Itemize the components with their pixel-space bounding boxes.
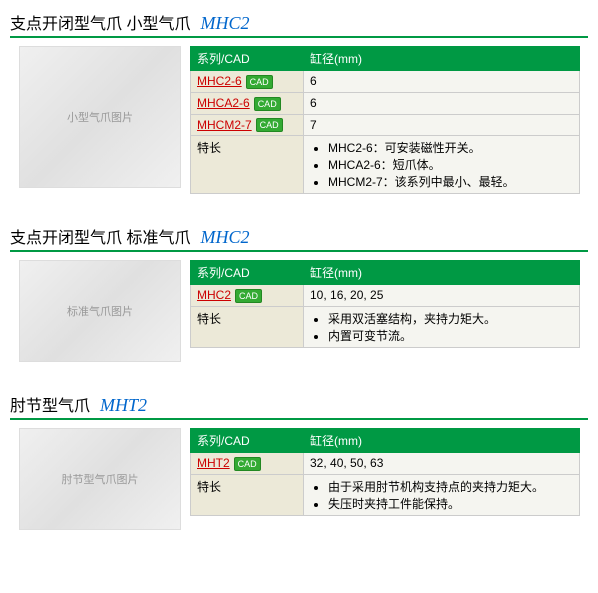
feature-item: 失压时夹持工件能保持。: [328, 495, 573, 512]
bore-cell: 32, 40, 50, 63: [304, 453, 580, 475]
table-row: MHC2-6 CAD 6: [191, 71, 580, 93]
feature-item: 由于采用肘节机构支持点的夹持力矩大。: [328, 478, 573, 495]
table-header-row: 系列/CAD缸径(mm): [191, 261, 580, 285]
series-cell: MHC2-6 CAD: [191, 71, 304, 93]
cad-badge[interactable]: CAD: [246, 75, 273, 89]
series-cell: MHCM2-7 CAD: [191, 114, 304, 136]
section-title-main: 支点开闭型气爪 标准气爪: [10, 230, 190, 247]
bore-cell: 6: [304, 92, 580, 114]
section-title-code: MHT2: [100, 395, 147, 415]
series-link[interactable]: MHC2-6: [197, 74, 242, 88]
feature-cell: 采用双活塞结构，夹持力矩大。内置可变节流。: [304, 307, 580, 348]
bore-cell: 6: [304, 71, 580, 93]
table-header-series: 系列/CAD: [191, 429, 304, 453]
cad-badge[interactable]: CAD: [235, 289, 262, 303]
section-body: 标准气爪图片系列/CAD缸径(mm) MHC2 CAD 10, 16, 20, 25特…: [10, 260, 588, 362]
product-section: 支点开闭型气爪 小型气爪MHC2小型气爪图片系列/CAD缸径(mm)MHC2-6…: [10, 10, 588, 194]
section-body: 肘节型气爪图片系列/CAD缸径(mm) MHT2 CAD 32, 40, 50, 63…: [10, 428, 588, 530]
spec-table: 系列/CAD缸径(mm)MHT2CAD32, 40, 50, 63特长由于采用肘…: [190, 428, 580, 516]
feature-item: 内置可变节流。: [328, 327, 573, 344]
feature-list: MHC2-6：可安装磁性开关。MHCA2-6：短爪体。MHCM2-7：该系列中最…: [310, 139, 573, 190]
feature-list: 由于采用肘节机构支持点的夹持力矩大。失压时夹持工件能保持。: [310, 478, 573, 512]
section-title: 支点开闭型气爪 小型气爪 MHC2: [10, 10, 588, 38]
cad-badge[interactable]: CAD: [234, 457, 261, 471]
product-image-box: 标准气爪图片: [19, 260, 181, 362]
feature-row: 特长MHC2-6：可安装磁性开关。MHCA2-6：短爪体。MHCM2-7：该系列…: [191, 136, 580, 194]
table-header-bore: 缸径(mm): [304, 261, 580, 285]
series-link[interactable]: MHCM2-7: [197, 118, 252, 132]
series-cell: MHC2 CAD: [191, 285, 304, 307]
spec-table: 系列/CAD缸径(mm)MHC2-6CAD6MHCA2-6CAD6MHCM2-7…: [190, 46, 580, 194]
series-link[interactable]: MHCA2-6: [197, 96, 250, 110]
series-cell: MHT2 CAD: [191, 453, 304, 475]
table-header-series: 系列/CAD: [191, 47, 304, 71]
table-row: MHCA2-6 CAD 6: [191, 92, 580, 114]
table-row: MHCM2-7 CAD 7: [191, 114, 580, 136]
table-header-bore: 缸径(mm): [304, 47, 580, 71]
feature-item: MHC2-6：可安装磁性开关。: [328, 139, 573, 156]
feature-item: MHCM2-7：该系列中最小、最轻。: [328, 173, 573, 190]
table-row: MHT2 CAD 32, 40, 50, 63: [191, 453, 580, 475]
spec-table: 系列/CAD缸径(mm)MHC2CAD10, 16, 20, 25特长采用双活塞…: [190, 260, 580, 348]
feature-label: 特长: [191, 136, 304, 194]
section-title: 肘节型气爪 MHT2: [10, 392, 588, 420]
feature-label: 特长: [191, 475, 304, 516]
product-image-box: 肘节型气爪图片: [19, 428, 181, 530]
feature-row: 特长由于采用肘节机构支持点的夹持力矩大。失压时夹持工件能保持。: [191, 475, 580, 516]
section-title-main: 肘节型气爪: [10, 398, 90, 415]
feature-cell: 由于采用肘节机构支持点的夹持力矩大。失压时夹持工件能保持。: [304, 475, 580, 516]
product-image: 小型气爪图片: [10, 46, 190, 188]
cad-badge[interactable]: CAD: [254, 97, 281, 111]
section-title-code: MHC2: [200, 13, 249, 33]
product-section: 肘节型气爪MHT2肘节型气爪图片系列/CAD缸径(mm)MHT2CAD32, 4…: [10, 392, 588, 530]
product-image-box: 小型气爪图片: [19, 46, 181, 188]
feature-item: 采用双活塞结构，夹持力矩大。: [328, 310, 573, 327]
product-image: 标准气爪图片: [10, 260, 190, 362]
section-body: 小型气爪图片系列/CAD缸径(mm)MHC2-6CAD6MHCA2-6CAD6M…: [10, 46, 588, 194]
table-header-series: 系列/CAD: [191, 261, 304, 285]
feature-item: MHCA2-6：短爪体。: [328, 156, 573, 173]
section-title-main: 支点开闭型气爪 小型气爪: [10, 16, 190, 33]
series-link[interactable]: MHT2: [197, 456, 230, 470]
bore-cell: 10, 16, 20, 25: [304, 285, 580, 307]
feature-label: 特长: [191, 307, 304, 348]
feature-cell: MHC2-6：可安装磁性开关。MHCA2-6：短爪体。MHCM2-7：该系列中最…: [304, 136, 580, 194]
table-header-bore: 缸径(mm): [304, 429, 580, 453]
table-row: MHC2 CAD 10, 16, 20, 25: [191, 285, 580, 307]
product-image: 肘节型气爪图片: [10, 428, 190, 530]
cad-badge[interactable]: CAD: [256, 118, 283, 132]
section-title: 支点开闭型气爪 标准气爪 MHC2: [10, 224, 588, 252]
series-cell: MHCA2-6 CAD: [191, 92, 304, 114]
product-section: 支点开闭型气爪 标准气爪MHC2标准气爪图片系列/CAD缸径(mm)MHC2CA…: [10, 224, 588, 362]
bore-cell: 7: [304, 114, 580, 136]
table-header-row: 系列/CAD缸径(mm): [191, 429, 580, 453]
section-title-code: MHC2: [200, 227, 249, 247]
feature-list: 采用双活塞结构，夹持力矩大。内置可变节流。: [310, 310, 573, 344]
feature-row: 特长采用双活塞结构，夹持力矩大。内置可变节流。: [191, 307, 580, 348]
series-link[interactable]: MHC2: [197, 288, 231, 302]
table-header-row: 系列/CAD缸径(mm): [191, 47, 580, 71]
